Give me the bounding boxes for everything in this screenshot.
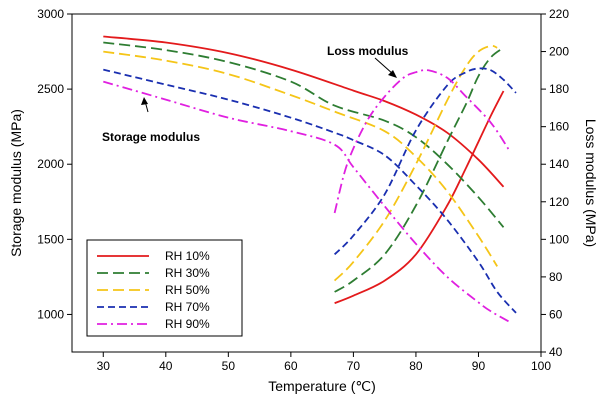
storage-line-rh-70 (103, 68, 517, 314)
storage-line-rh-90 (103, 80, 511, 323)
y2-tick-label: 220 (549, 7, 569, 21)
y2-tick-label: 40 (549, 345, 563, 359)
y2-tick-label: 140 (549, 157, 569, 171)
legend-label: RH 10% (165, 249, 210, 263)
y2-tick-label: 120 (549, 195, 569, 209)
y-tick-label: 2500 (37, 82, 64, 96)
x-tick-label: 40 (159, 359, 173, 373)
y2-tick-label: 160 (549, 120, 569, 134)
storage-line-rh-10 (103, 35, 505, 188)
plot-frame (71, 13, 542, 353)
x-axis-label: Temperature (℃) (268, 378, 376, 394)
y-tick-label: 3000 (37, 7, 64, 21)
legend-label: RH 50% (165, 283, 210, 297)
loss-line-rh-70 (333, 67, 517, 256)
y2-tick-label: 80 (549, 270, 563, 284)
plot-border (71, 13, 542, 353)
legend-label: RH 90% (165, 317, 210, 331)
x-tick-label: 50 (222, 359, 236, 373)
y2-axis-label: Loss modulus (MPa) (583, 119, 599, 247)
legend-label: RH 70% (165, 300, 210, 314)
storage-line-rh-50 (103, 50, 498, 267)
loss-line-rh-50 (333, 44, 498, 282)
x-tick-label: 60 (284, 359, 298, 373)
legend: RH 10% RH 30% RH 50% RH 70% RH 90% (86, 239, 243, 337)
annotation-loss-arrow (374, 57, 397, 78)
loss-line-rh-30 (334, 47, 505, 293)
ticks-layer: 30 40 50 60 70 80 90 100 1000 1500 2000 2500 3000 40 6… (37, 7, 569, 373)
y2-tick-label: 100 (549, 232, 569, 246)
y-tick-label: 1000 (37, 307, 64, 321)
storage-line-rh-30 (103, 41, 505, 228)
legend-label: RH 30% (165, 266, 210, 280)
loss-line-rh-10 (334, 90, 505, 305)
x-tick-label: 80 (409, 359, 423, 373)
y-tick-label: 1500 (37, 232, 64, 246)
annotation-storage-arrow (141, 97, 149, 113)
y-axis-label: Storage modulus (MPa) (8, 109, 24, 257)
y2-tick-label: 180 (549, 82, 569, 96)
y2-tick-label: 60 (549, 307, 563, 321)
x-tick-label: 100 (531, 359, 551, 373)
y2-tick-label: 200 (549, 45, 569, 59)
x-tick-label: 90 (472, 359, 486, 373)
x-tick-label: 30 (97, 359, 111, 373)
y-tick-label: 2000 (37, 157, 64, 171)
loss-line-rh-90 (333, 69, 511, 214)
annotation-loss-modulus: Loss modulus (327, 44, 409, 58)
x-tick-label: 70 (347, 359, 361, 373)
series-layer (103, 35, 517, 323)
annotation-storage-modulus: Storage modulus (102, 130, 200, 144)
